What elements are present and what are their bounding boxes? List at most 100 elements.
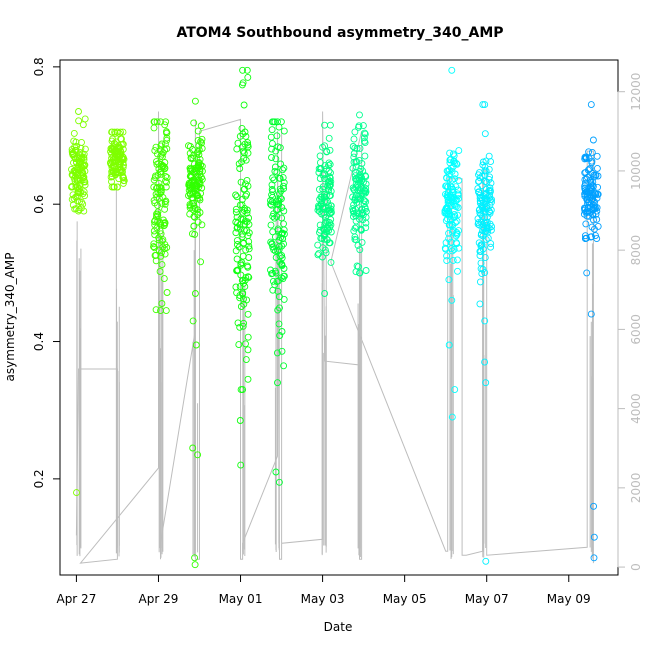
data-point	[350, 135, 358, 143]
data-point	[194, 192, 202, 199]
data-point	[359, 209, 367, 217]
data-point	[188, 173, 196, 181]
data-point	[268, 181, 276, 189]
data-point	[163, 134, 171, 142]
data-point	[273, 132, 281, 140]
data-point	[188, 230, 196, 238]
data-point	[75, 160, 83, 168]
data-point	[485, 152, 493, 160]
data-point	[162, 197, 170, 205]
data-point	[150, 176, 158, 184]
data-point	[475, 169, 483, 177]
data-point	[351, 224, 359, 232]
data-point	[239, 79, 247, 87]
data-point	[161, 250, 169, 258]
data-point	[326, 210, 334, 218]
data-point	[232, 229, 240, 237]
data-point	[587, 187, 595, 195]
data-point	[353, 145, 361, 152]
data-point	[351, 144, 359, 152]
data-point	[588, 196, 596, 204]
data-point	[73, 143, 80, 150]
data-point	[244, 333, 252, 341]
data-point	[280, 272, 288, 280]
data-point	[322, 198, 330, 206]
data-point	[115, 145, 123, 153]
data-point	[589, 136, 597, 144]
data-point	[70, 129, 78, 137]
data-point	[274, 306, 282, 314]
data-point	[276, 304, 283, 312]
data-point	[233, 145, 241, 153]
data-point	[185, 179, 193, 187]
data-point	[274, 225, 282, 233]
y2-tick-label: 8000	[629, 235, 643, 266]
data-point	[267, 197, 274, 204]
data-point	[278, 242, 286, 250]
data-point	[120, 177, 128, 185]
data-point	[359, 122, 367, 130]
data-point	[189, 205, 197, 213]
y-tick-label: 0.4	[32, 332, 46, 351]
data-point	[186, 190, 194, 198]
data-point	[325, 161, 332, 169]
data-point	[237, 261, 245, 269]
data-point	[588, 148, 596, 156]
data-point	[314, 202, 322, 210]
data-point	[452, 203, 460, 211]
data-point	[481, 317, 489, 325]
data-point	[278, 254, 286, 262]
data-point	[314, 206, 322, 214]
data-point	[482, 218, 490, 226]
data-point	[449, 228, 456, 236]
data-point	[327, 187, 335, 195]
y2-tick-label: 2000	[629, 473, 643, 504]
data-point	[161, 241, 169, 249]
data-point	[361, 130, 369, 138]
data-point	[110, 183, 118, 191]
data-point	[237, 303, 245, 310]
data-point	[351, 172, 359, 180]
data-point	[190, 202, 198, 210]
data-point	[587, 310, 595, 318]
data-point	[581, 153, 589, 161]
data-point	[479, 227, 487, 234]
data-point	[444, 167, 452, 175]
data-point	[352, 268, 360, 276]
data-point	[451, 212, 459, 220]
data-point	[232, 247, 240, 255]
data-point	[271, 233, 279, 241]
data-point	[240, 295, 247, 303]
data-point	[317, 165, 324, 172]
data-point	[152, 306, 160, 314]
data-point	[585, 148, 593, 156]
data-point	[362, 173, 370, 181]
data-point	[441, 244, 449, 252]
data-point	[584, 166, 592, 174]
data-point	[279, 182, 287, 190]
data-point	[325, 239, 333, 247]
data-point	[276, 174, 284, 182]
data-point	[153, 118, 161, 126]
y-tick-label: 0.2	[32, 469, 46, 488]
data-point-outlier	[189, 317, 197, 325]
data-point	[72, 169, 80, 177]
data-point	[108, 150, 115, 158]
secondary-series-line	[75, 111, 594, 564]
data-point-outlier	[590, 533, 598, 541]
data-point	[326, 223, 334, 231]
data-point	[319, 225, 327, 233]
data-point	[162, 128, 170, 136]
data-point	[326, 181, 334, 189]
data-point	[319, 143, 327, 151]
data-point	[356, 111, 363, 119]
data-point	[113, 183, 121, 191]
data-point	[326, 219, 334, 227]
data-point	[108, 178, 115, 186]
data-point	[196, 167, 204, 175]
data-point	[583, 269, 591, 277]
data-point	[454, 186, 462, 194]
data-point	[268, 154, 275, 161]
data-point	[445, 235, 453, 243]
x-axis-label: Date	[324, 620, 353, 634]
